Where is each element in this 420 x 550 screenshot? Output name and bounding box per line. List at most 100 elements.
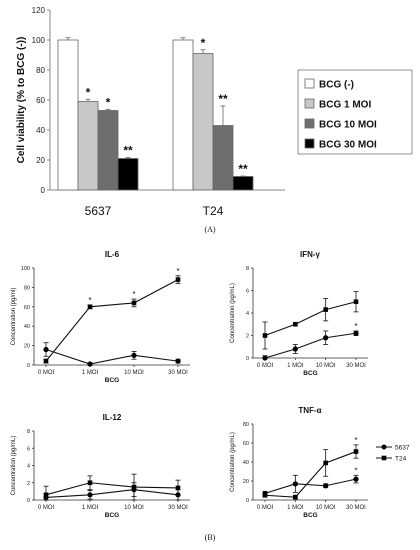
data-point (353, 476, 359, 482)
significance-marker: * (132, 290, 135, 299)
x-tick-label: 30 MOI (168, 505, 188, 511)
bar (57, 39, 79, 191)
bar (212, 125, 234, 191)
series-line (264, 301, 357, 337)
y-tick-label: 4 (27, 464, 30, 470)
series-line (45, 482, 179, 496)
x-axis-label: BCG (105, 377, 119, 384)
y-tick-label: 0 (27, 498, 30, 504)
significance-marker: * (86, 85, 91, 99)
y-axis-label: Concentration (pg/ml) (11, 288, 17, 346)
x-tick-label: 30 MOI (346, 505, 366, 511)
y-axis-label: Concentration (pg/mL) (230, 432, 236, 492)
x-tick-label: 1 MOI (287, 363, 304, 369)
data-point (293, 494, 298, 500)
data-point (262, 355, 268, 361)
y-tick-label: 80 (24, 285, 30, 291)
y-tick-label: 0 (246, 498, 249, 504)
series-line (264, 332, 357, 359)
y-axis-label: Concentration (pg/mL) (230, 283, 236, 343)
data-point (87, 492, 93, 498)
legend-label: BCG (-) (319, 80, 354, 91)
significance-marker: * (176, 267, 179, 276)
x-tick-label: 30 MOI (346, 363, 366, 369)
data-point (131, 352, 137, 358)
series-line (264, 478, 357, 494)
series-line (45, 348, 179, 365)
legend-swatch (304, 118, 315, 129)
x-tick-label: 10 MOI (124, 505, 144, 511)
data-point (323, 335, 329, 341)
bar (77, 101, 99, 191)
y-tick-label: 80 (36, 66, 45, 75)
data-point (43, 358, 49, 364)
plot-title: TNF-α (298, 406, 321, 415)
x-tick-label: 0 MOI (38, 370, 55, 376)
data-point (353, 299, 359, 305)
panel-a-bar-chart: 0 20 40 60 80 100 120 Cell viability (% to BCG … (16, 6, 413, 218)
y-tick-label: 6 (27, 446, 30, 452)
x-tick-label: 1 MOI (287, 505, 304, 511)
x-tick-label: 0 MOI (257, 363, 274, 369)
data-point (293, 321, 298, 327)
legend-marker (381, 455, 387, 461)
data-point (87, 480, 93, 486)
data-point (43, 492, 49, 498)
bar (192, 53, 214, 191)
data-point (262, 492, 268, 498)
x-tick-label: 1 MOI (82, 505, 99, 511)
data-point (43, 346, 49, 353)
data-point (262, 333, 268, 338)
y-tick-label: 100 (21, 266, 30, 272)
significance-marker: ** (123, 143, 133, 157)
x-tick-label: 10 MOI (316, 505, 336, 511)
data-point (323, 307, 328, 312)
bar (117, 158, 139, 191)
y-tick-label: 60 (24, 305, 30, 311)
data-point (292, 346, 298, 352)
y-tick-label: 40 (24, 324, 30, 330)
x-axis-label: BCG (303, 512, 317, 519)
y-tick-label: 20 (36, 156, 45, 165)
data-point (175, 358, 181, 364)
y-tick-label: 20 (243, 479, 249, 485)
y-tick-label: 0 (246, 356, 249, 362)
legend-label: BCG 30 MOI (319, 140, 377, 151)
data-point (175, 485, 181, 491)
plot-title: IL-6 (105, 250, 120, 259)
y-tick-label: 0 (41, 186, 46, 195)
y-tick-label: 40 (243, 460, 249, 466)
data-point (323, 460, 328, 466)
y-tick-label: 0 (27, 363, 30, 369)
x-tick-label: 10 MOI (124, 370, 144, 376)
significance-marker: * (354, 436, 357, 445)
data-point (131, 300, 137, 306)
y-tick-label: 40 (36, 126, 45, 135)
legend-label: BCG 1 MOI (319, 100, 371, 111)
data-point (353, 449, 359, 454)
data-point (87, 361, 93, 367)
y-tick-label: 4 (246, 311, 249, 317)
series-line (45, 279, 179, 362)
significance-marker: * (201, 36, 206, 50)
legend-label: T24 (395, 456, 407, 463)
panel-a-label: (A) (204, 225, 215, 234)
legend-marker (381, 444, 387, 450)
y-tick-label: 120 (32, 6, 46, 15)
legend-swatch (304, 138, 315, 149)
data-point (175, 277, 181, 282)
x-axis-label: BCG (303, 370, 317, 377)
x-tick-label: 30 MOI (168, 370, 188, 376)
panel-b-label: (B) (205, 533, 216, 542)
y-axis-label: Concentration (pg/mL) (11, 436, 17, 496)
y-tick-label: 100 (32, 36, 46, 45)
y-tick-label: 80 (243, 422, 249, 428)
x-tick-label: 0 MOI (38, 505, 55, 511)
y-tick-label: 8 (27, 429, 30, 435)
data-point (353, 330, 359, 336)
y-tick-label: 60 (243, 441, 249, 447)
bar (232, 176, 254, 191)
legend-swatch (304, 98, 315, 109)
significance-marker: ** (238, 162, 248, 176)
